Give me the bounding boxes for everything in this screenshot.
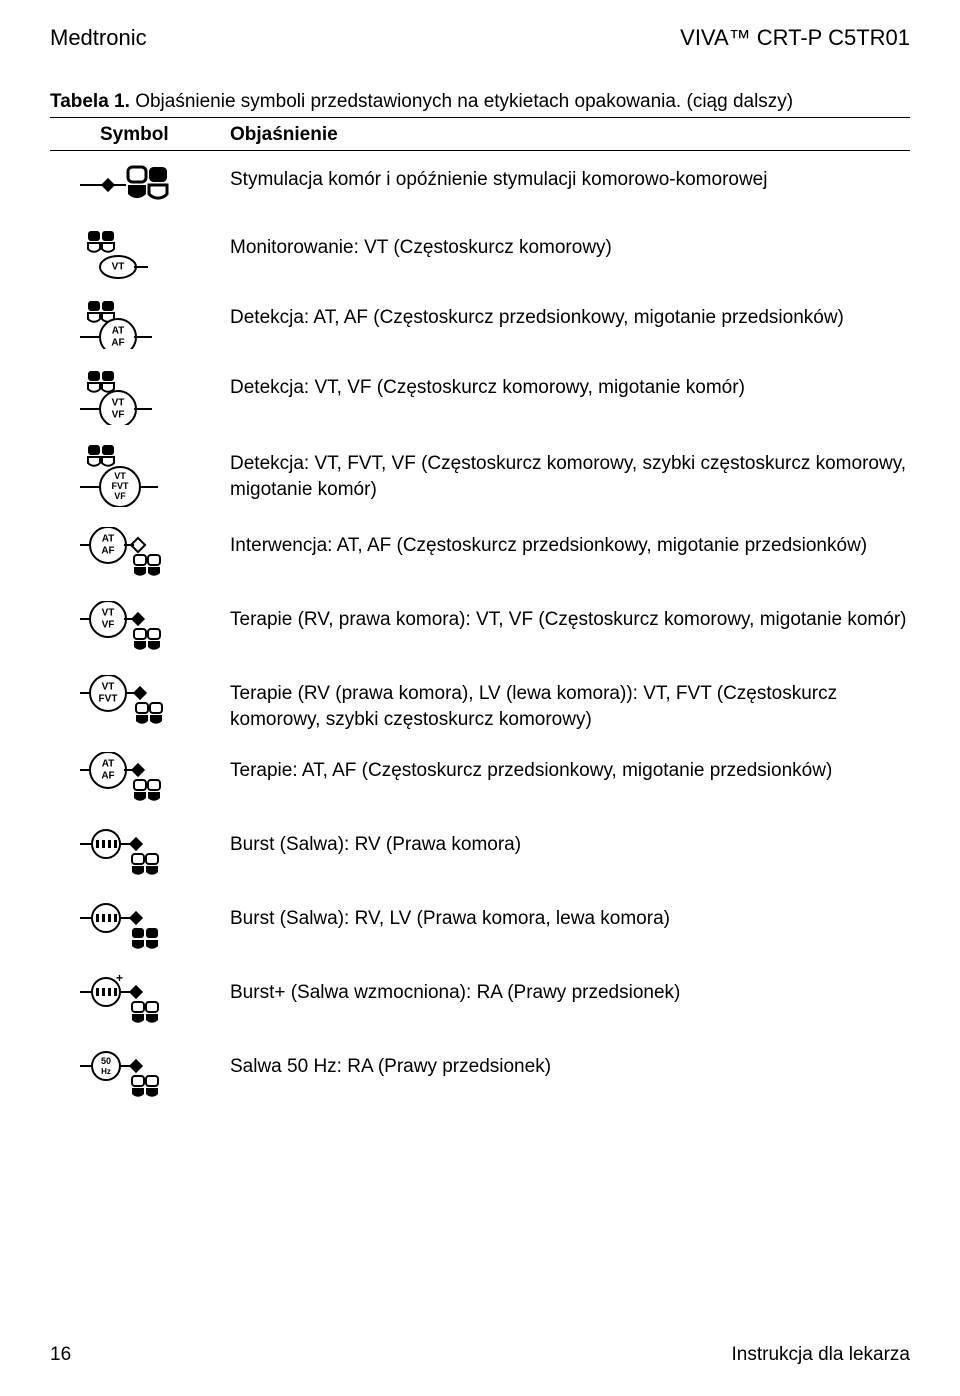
symbol-icon: ATAF <box>50 527 230 581</box>
symbol-icon: ATAF <box>50 752 230 806</box>
svg-text:VF: VF <box>114 491 126 501</box>
symbol-desc: Detekcja: AT, AF (Częstoskurcz przedsion… <box>230 299 910 331</box>
table-row: ATAFInterwencja: AT, AF (Częstoskurcz pr… <box>50 527 910 581</box>
page-number: 16 <box>50 1344 71 1366</box>
symbol-desc: Detekcja: VT, FVT, VF (Częstoskurcz komo… <box>230 445 910 502</box>
symbol-icon: 50Hz <box>50 1048 230 1102</box>
symbol-desc: Burst (Salwa): RV, LV (Prawa komora, lew… <box>230 900 910 932</box>
symbol-desc: Stymulacja komór i opóźnienie stymulacji… <box>230 161 910 193</box>
header-left: Medtronic <box>50 25 147 51</box>
symbol-desc: Detekcja: VT, VF (Częstoskurcz komorowy,… <box>230 369 910 401</box>
svg-text:VF: VF <box>112 410 125 421</box>
symbol-icon: VT <box>50 229 230 279</box>
symbol-icon: ATAF <box>50 299 230 349</box>
symbol-desc: Terapie (RV, prawa komora): VT, VF (Częs… <box>230 601 910 633</box>
col-head-desc: Objaśnienie <box>230 124 910 146</box>
svg-text:AT: AT <box>102 534 115 545</box>
rule-top <box>50 117 910 118</box>
svg-text:Hz: Hz <box>101 1067 111 1076</box>
symbol-icon: VTFVTVF <box>50 445 230 507</box>
symbol-icon <box>50 826 230 880</box>
svg-text:AT: AT <box>102 759 115 770</box>
svg-text:VT: VT <box>102 608 115 619</box>
symbol-icon: + <box>50 974 230 1028</box>
svg-text:VT: VT <box>114 471 126 481</box>
col-head-symbol: Symbol <box>50 124 230 146</box>
svg-text:VF: VF <box>102 620 115 631</box>
symbol-desc: Terapie: AT, AF (Częstoskurcz przedsionk… <box>230 752 910 784</box>
table-row: VT Monitorowanie: VT (Częstoskurcz komoro… <box>50 229 910 279</box>
svg-text:VT: VT <box>112 398 125 409</box>
symbol-desc: Monitorowanie: VT (Częstoskurcz komorowy… <box>230 229 910 261</box>
svg-text:50: 50 <box>101 1056 111 1066</box>
caption-label: Tabela 1. <box>50 91 130 112</box>
symbol-icon <box>50 900 230 954</box>
symbol-icon <box>50 161 230 209</box>
table-row: Burst (Salwa): RV (Prawa komora) <box>50 826 910 880</box>
table-row: VTFVTTerapie (RV (prawa komora), LV (lew… <box>50 675 910 732</box>
svg-text:AF: AF <box>101 771 114 782</box>
svg-text:VT: VT <box>102 682 115 693</box>
symbol-desc: Burst+ (Salwa wzmocniona): RA (Prawy prz… <box>230 974 910 1006</box>
svg-text:+: + <box>116 974 123 985</box>
svg-text:FVT: FVT <box>112 481 130 491</box>
symbol-icon: VTFVT <box>50 675 230 729</box>
svg-text:AT: AT <box>112 326 125 337</box>
symbol-desc: Interwencja: AT, AF (Częstoskurcz przeds… <box>230 527 910 559</box>
svg-text:VT: VT <box>112 262 125 273</box>
table-row: Stymulacja komór i opóźnienie stymulacji… <box>50 161 910 209</box>
svg-text:AF: AF <box>111 338 124 349</box>
table-row: VTFVTVFDetekcja: VT, FVT, VF (Częstoskur… <box>50 445 910 507</box>
symbol-desc: Salwa 50 Hz: RA (Prawy przedsionek) <box>230 1048 910 1080</box>
table-caption: Tabela 1. Objaśnienie symboli przedstawi… <box>50 91 910 113</box>
table-row: Burst (Salwa): RV, LV (Prawa komora, lew… <box>50 900 910 954</box>
table-row: ATAFDetekcja: AT, AF (Częstoskurcz przed… <box>50 299 910 349</box>
table-row: VTVFTerapie (RV, prawa komora): VT, VF (… <box>50 601 910 655</box>
svg-text:FVT: FVT <box>99 694 118 705</box>
symbol-desc: Terapie (RV (prawa komora), LV (lewa kom… <box>230 675 910 732</box>
table-row: ATAFTerapie: AT, AF (Częstoskurcz przeds… <box>50 752 910 806</box>
header-right: VIVA™ CRT-P C5TR01 <box>680 25 910 51</box>
footer-right: Instrukcja dla lekarza <box>732 1344 910 1366</box>
symbol-icon: VTVF <box>50 601 230 655</box>
table-row: VTVFDetekcja: VT, VF (Częstoskurcz komor… <box>50 369 910 425</box>
table-row: + Burst+ (Salwa wzmocniona): RA (Prawy pr… <box>50 974 910 1028</box>
symbol-desc: Burst (Salwa): RV (Prawa komora) <box>230 826 910 858</box>
rule-mid <box>50 150 910 151</box>
table-row: 50HzSalwa 50 Hz: RA (Prawy przedsionek) <box>50 1048 910 1102</box>
caption-text: Objaśnienie symboli przedstawionych na e… <box>135 91 793 112</box>
svg-text:AF: AF <box>101 546 114 557</box>
symbol-icon: VTVF <box>50 369 230 425</box>
